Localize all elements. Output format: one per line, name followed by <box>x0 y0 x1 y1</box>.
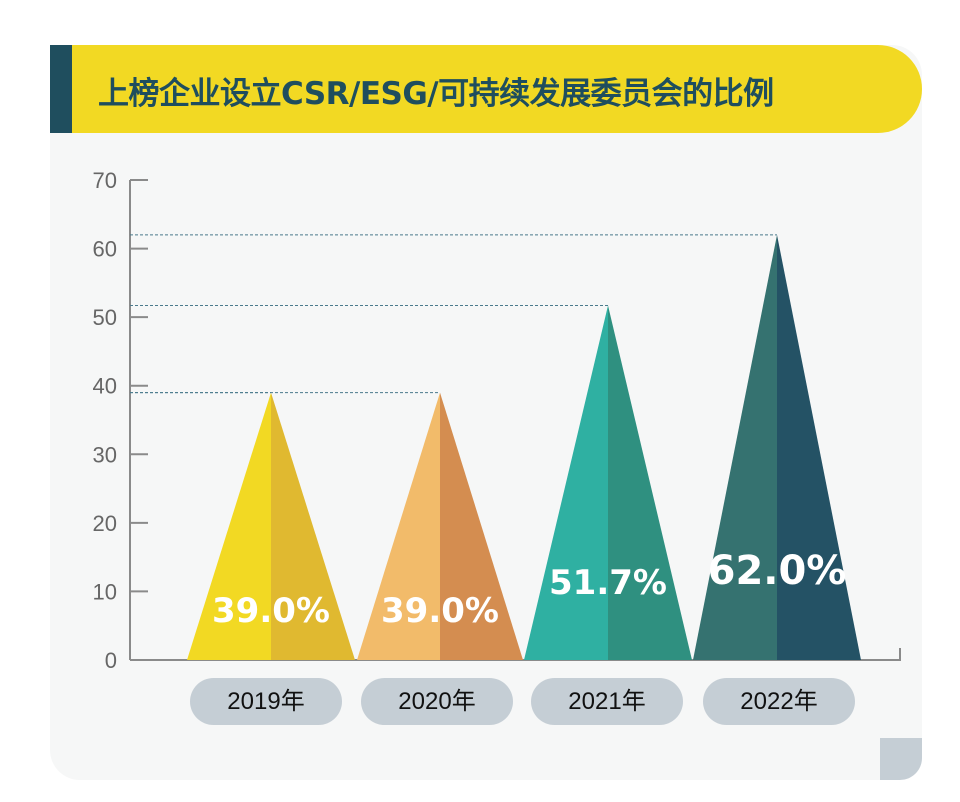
y-tick-label: 30 <box>93 442 117 467</box>
x-category-label: 2020年 <box>361 678 513 725</box>
bar-triangle-left <box>187 392 271 660</box>
bar-triangle-right <box>440 392 523 660</box>
chart-title: 上榜企业设立CSR/ESG/可持续发展委员会的比例 <box>98 76 774 112</box>
bar-triangle-right <box>777 234 861 660</box>
data-label: 39.0% <box>381 591 499 631</box>
data-label: 51.7% <box>549 563 667 603</box>
bar-triangle-left <box>357 392 440 660</box>
data-label: 39.0% <box>212 591 330 631</box>
bar-triangle-left <box>693 234 777 660</box>
y-tick-label: 10 <box>93 579 117 604</box>
y-tick-label: 60 <box>93 237 117 262</box>
x-category-label: 2022年 <box>703 678 855 725</box>
y-tick-label: 0 <box>105 648 117 673</box>
x-category-label: 2019年 <box>190 678 342 725</box>
x-category-label: 2021年 <box>531 678 683 725</box>
corner-decoration <box>880 738 922 780</box>
data-label: 62.0% <box>708 548 847 594</box>
y-tick-label: 40 <box>93 374 117 399</box>
bar-triangle-right <box>271 392 355 660</box>
y-tick-label: 20 <box>93 511 117 536</box>
y-tick-label: 70 <box>93 168 117 193</box>
y-tick-label: 50 <box>93 305 117 330</box>
bar-triangle-left <box>524 305 608 660</box>
title-accent-strip <box>50 45 72 133</box>
bar-triangle-right <box>608 305 692 660</box>
title-banner <box>50 45 922 133</box>
